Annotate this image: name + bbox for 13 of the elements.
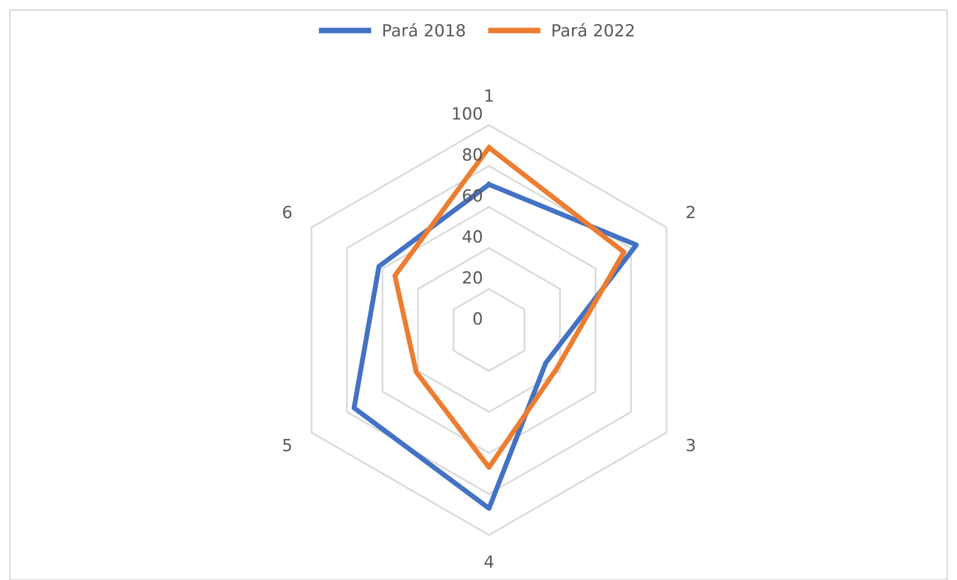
- y-tick-label: 0: [473, 312, 482, 325]
- spoke-label: 1: [486, 89, 493, 102]
- spoke-label: 3: [686, 438, 695, 452]
- spoke-label: 5: [283, 438, 292, 452]
- y-tick-label: 100: [453, 107, 482, 120]
- spoke-label: 4: [484, 555, 494, 568]
- spoke-label: 6: [283, 206, 292, 218]
- y-tick-label: 80: [462, 148, 482, 161]
- legend-label: Pará 2018: [383, 23, 465, 37]
- spoke-label: 2: [686, 206, 694, 218]
- y-tick-label: 20: [463, 271, 482, 284]
- legend-label: Pará 2022: [552, 23, 634, 37]
- y-tick-label: 40: [462, 230, 482, 243]
